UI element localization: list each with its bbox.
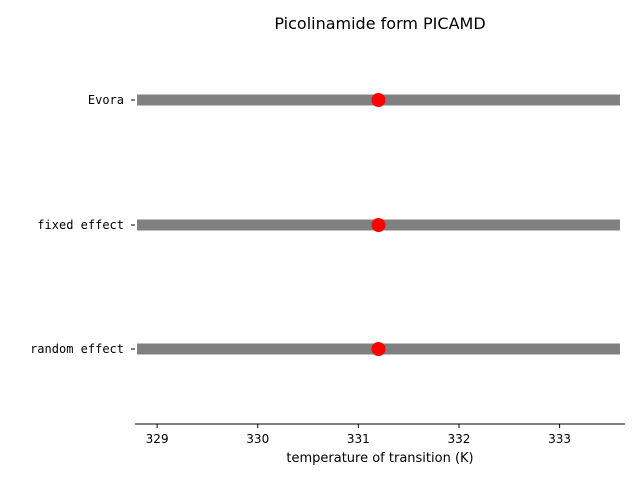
estimate-point xyxy=(371,342,386,356)
x-tick-label: 329 xyxy=(146,432,169,446)
x-tick-label: 330 xyxy=(246,432,269,446)
y-tick-label: Evora xyxy=(88,93,124,107)
x-axis: 329 330 331 332 333 xyxy=(135,423,625,446)
x-axis-label: temperature of transition (K) xyxy=(286,451,473,466)
y-tick-label: fixed effect xyxy=(37,218,124,232)
estimate-point xyxy=(371,218,386,232)
chart-title: Picolinamide form PICAMD xyxy=(274,14,485,33)
y-tick-label: random effect xyxy=(30,342,124,356)
estimate-point xyxy=(371,93,386,107)
x-tick-label: 331 xyxy=(347,432,370,446)
points-layer xyxy=(371,93,386,356)
x-tick-label: 333 xyxy=(548,432,571,446)
y-axis: Evora fixed effect random effect xyxy=(30,93,135,356)
x-tick-label: 332 xyxy=(448,432,471,446)
